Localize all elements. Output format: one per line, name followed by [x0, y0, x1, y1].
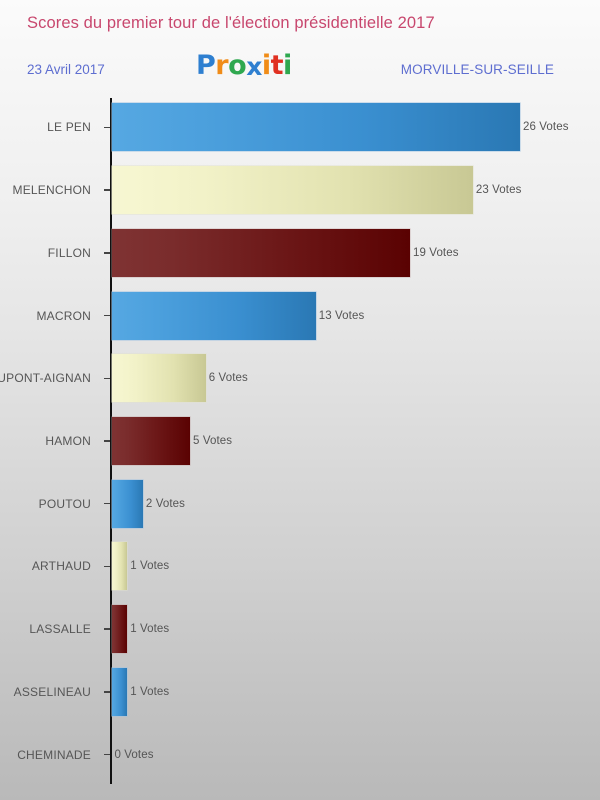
vote-bar[interactable] — [111, 291, 316, 340]
axis-tick — [104, 565, 110, 568]
bar-row: POUTOU 2 Votes — [0, 472, 600, 535]
category-axis-line — [110, 98, 112, 784]
logo-letter-5: t — [270, 50, 284, 81]
vote-bar[interactable] — [111, 103, 520, 152]
axis-tick — [104, 691, 110, 693]
candidate-label: DUPONT-AIGNAN — [0, 371, 91, 386]
vote-count-label: 1 Votes — [130, 560, 170, 573]
logo-letter-0: P — [196, 50, 216, 81]
page-title: Scores du premier tour de l'élection pré… — [27, 14, 435, 32]
candidate-label: ARTHAUD — [31, 559, 91, 574]
vote-count-label: 0 Votes — [114, 748, 154, 761]
logo-letter-4: i — [261, 50, 271, 81]
election-date: 23 Avril 2017 — [27, 62, 105, 77]
bar-row: LASSALLE 1 Votes — [0, 598, 600, 661]
candidate-label: FILLON — [47, 245, 91, 260]
candidate-label: MACRON — [36, 308, 91, 323]
candidate-label: HAMON — [45, 433, 91, 448]
vote-count-label: 5 Votes — [193, 434, 233, 447]
axis-tick — [104, 252, 110, 254]
bar-row: ASSELINEAU 1 Votes — [0, 661, 600, 724]
candidate-label: POUTOU — [38, 496, 91, 511]
axis-tick — [104, 189, 110, 191]
bar-row: FILLON 19 Votes — [0, 221, 600, 284]
proxiti-logo[interactable]: Proxiti — [196, 52, 292, 79]
bar-row: CHEMINADE 0 Votes — [0, 723, 600, 786]
vote-bar[interactable] — [111, 605, 128, 654]
vote-bar[interactable] — [111, 228, 411, 277]
vote-count-label: 23 Votes — [475, 184, 522, 197]
axis-tick — [104, 314, 110, 317]
axis-tick — [104, 440, 110, 442]
vote-bar[interactable] — [111, 416, 191, 465]
vote-bar[interactable] — [111, 479, 143, 528]
axis-tick — [104, 628, 110, 630]
page-header: Scores du premier tour de l'élection pré… — [0, 0, 600, 96]
candidate-label: ASSELINEAU — [13, 684, 91, 699]
vote-bar[interactable] — [111, 667, 128, 716]
vote-count-label: 19 Votes — [413, 246, 459, 259]
vote-bar[interactable] — [111, 354, 206, 403]
candidate-label: CHEMINADE — [17, 747, 91, 762]
vote-count-label: 1 Votes — [130, 623, 170, 636]
vote-bar[interactable] — [111, 166, 473, 215]
logo-letter-6: i — [283, 50, 292, 81]
bar-row: ARTHAUD 1 Votes — [0, 535, 600, 598]
vote-count-label: 6 Votes — [208, 372, 248, 385]
vote-count-label: 26 Votes — [523, 121, 569, 134]
bar-row: LE PEN 26 Votes — [0, 96, 600, 159]
votes-bar-chart: LE PEN 26 Votes MELENCHON 23 Votes FILLON 19 … — [0, 96, 600, 786]
vote-count-label: 2 Votes — [145, 497, 185, 510]
candidate-label: MELENCHON — [12, 183, 91, 198]
bar-row: DUPONT-AIGNAN 6 Votes — [0, 347, 600, 410]
logo-letter-3: x — [246, 52, 262, 81]
vote-count-label: 13 Votes — [318, 309, 365, 322]
logo-letter-1: r — [215, 50, 229, 81]
candidate-label: LE PEN — [47, 120, 91, 135]
axis-tick — [104, 377, 110, 380]
candidate-label: LASSALLE — [29, 622, 91, 637]
bar-row: MELENCHON 23 Votes — [0, 159, 600, 222]
logo-letter-2: o — [228, 50, 247, 81]
bar-row: HAMON 5 Votes — [0, 410, 600, 473]
commune-name: MORVILLE-SUR-SEILLE — [400, 62, 554, 77]
vote-bar[interactable] — [111, 542, 128, 591]
axis-tick — [104, 502, 110, 505]
vote-count-label: 1 Votes — [130, 685, 170, 698]
bar-row: MACRON 13 Votes — [0, 284, 600, 347]
axis-tick — [104, 753, 110, 756]
axis-tick — [104, 126, 110, 129]
